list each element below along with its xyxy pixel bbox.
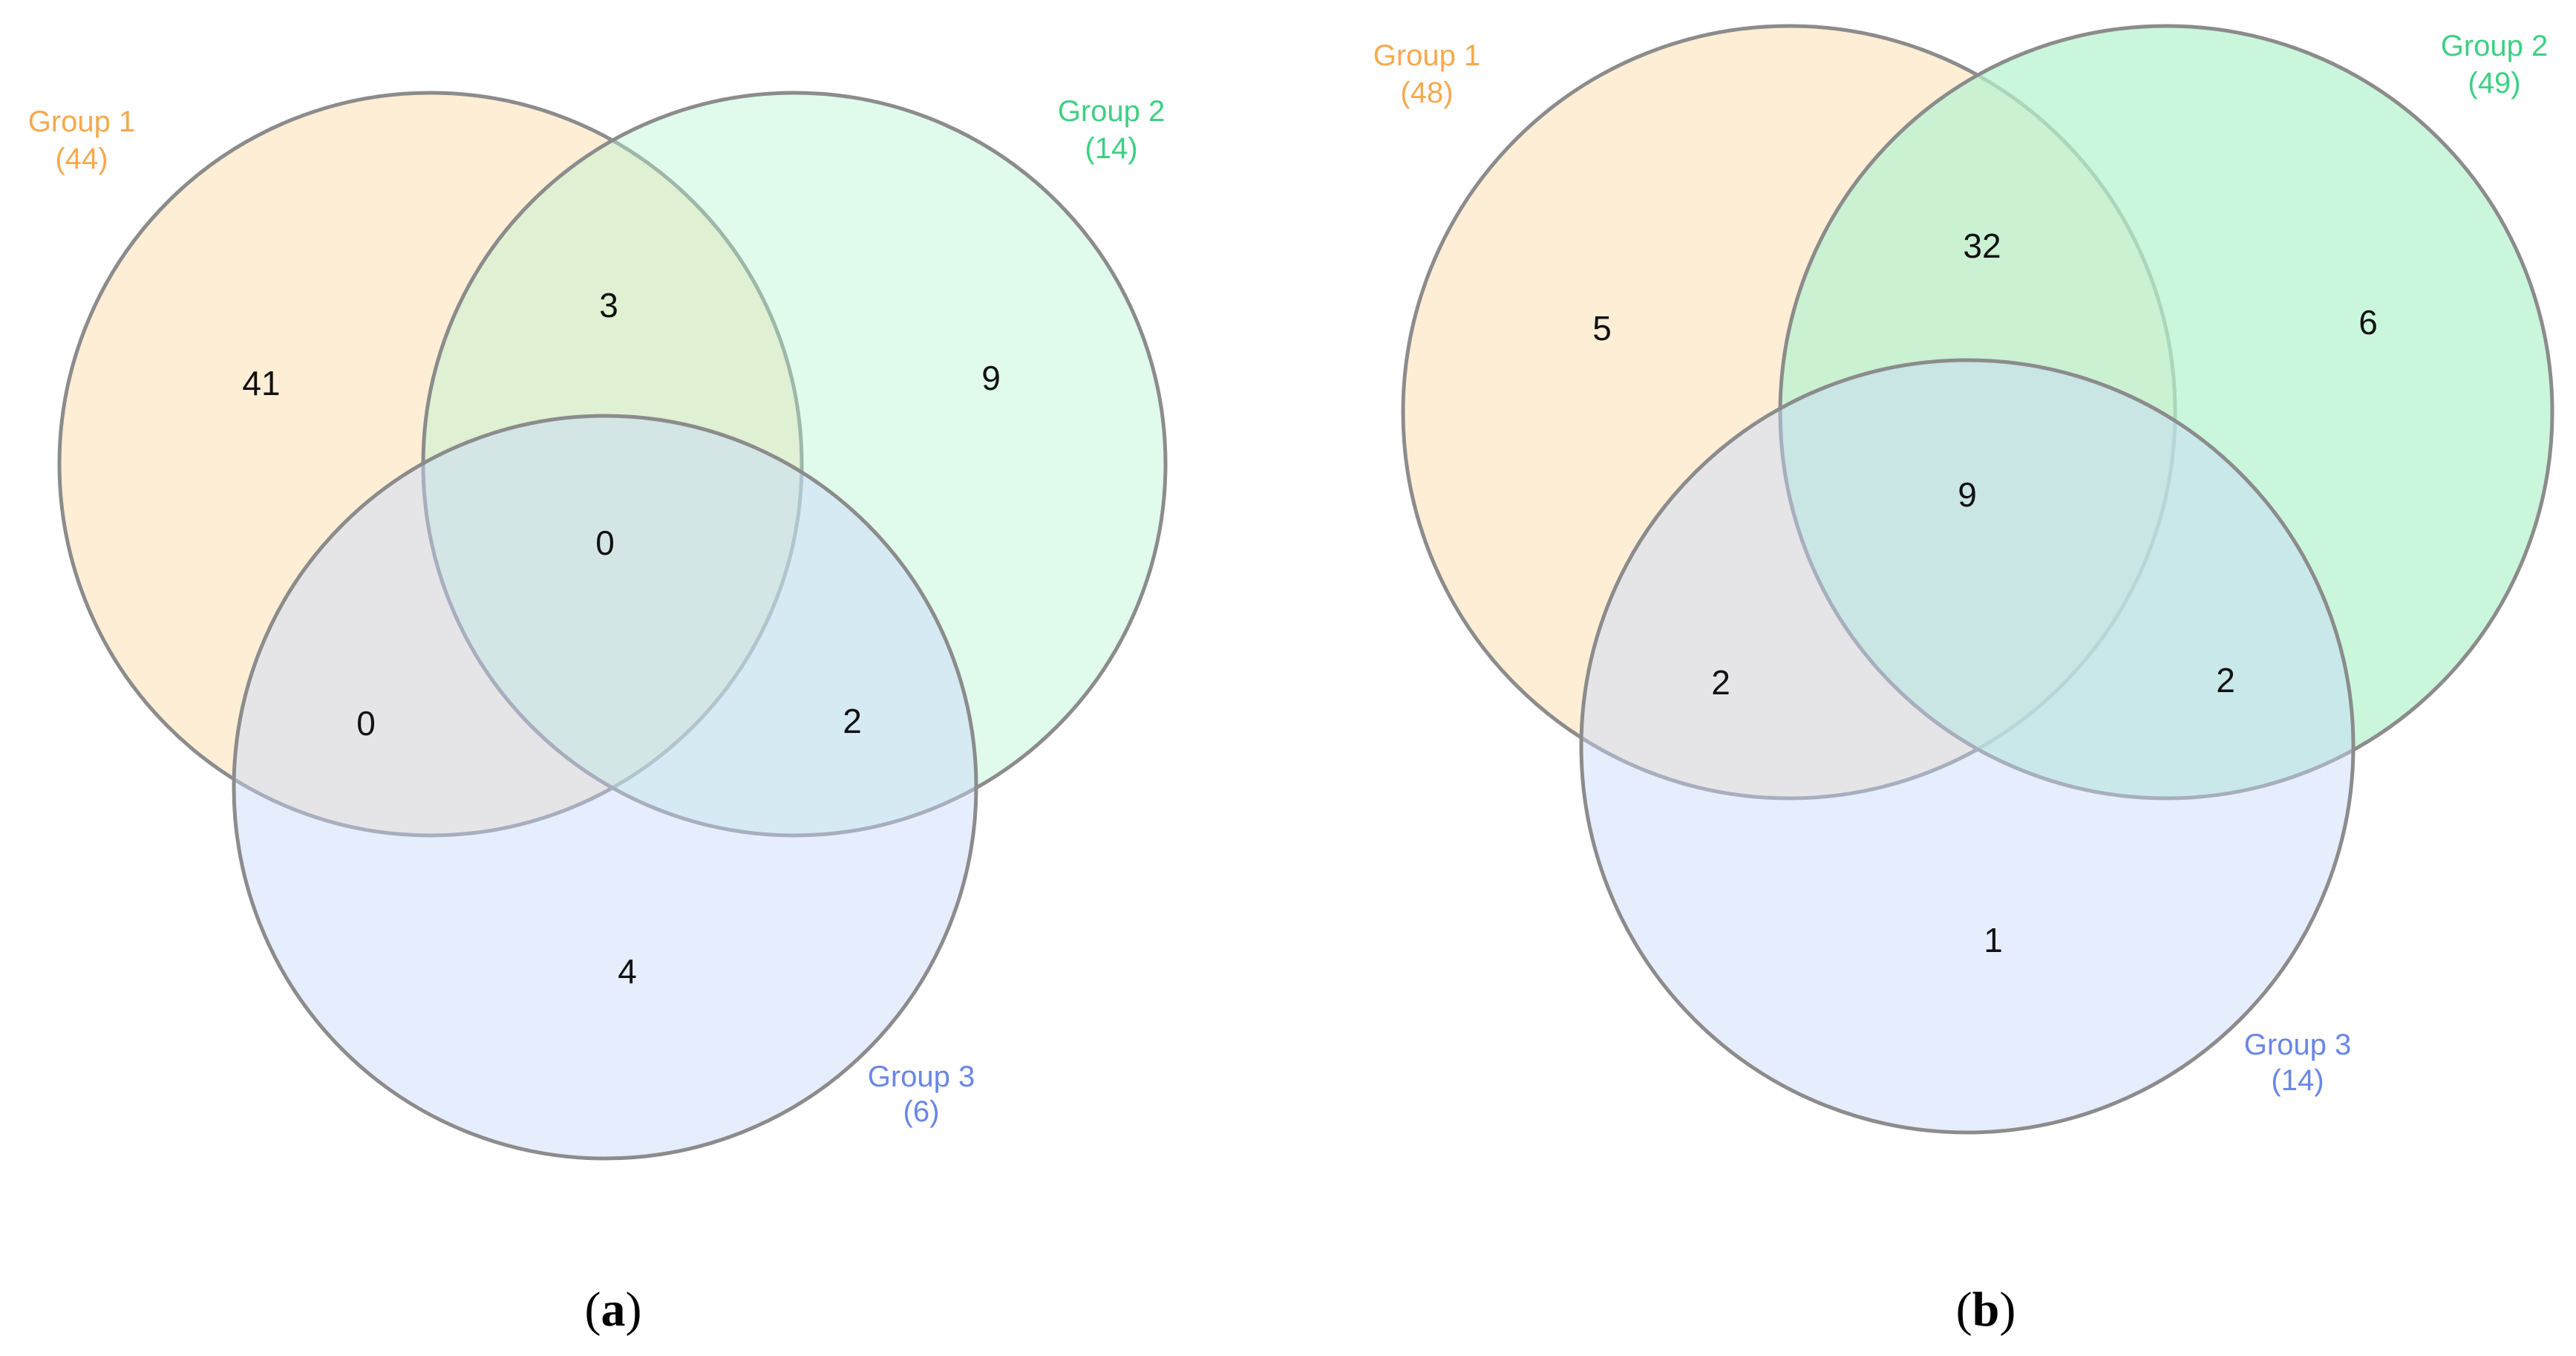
panel-a-circle-group3 bbox=[232, 414, 978, 1161]
panel-a-count-all-groups: 0 bbox=[595, 524, 615, 562]
panel-a-group2-name: Group 2 bbox=[1058, 95, 1166, 128]
panel-a-count-only-group2: 9 bbox=[981, 359, 1001, 397]
panel-b-group3-name: Group 3 bbox=[2244, 1029, 2352, 1061]
panel-b-count-only-group3: 1 bbox=[1984, 921, 2003, 959]
panel-b-group2-total: (49) bbox=[2468, 67, 2520, 100]
panel-a-caption-letter: a bbox=[601, 1282, 626, 1337]
panel-b-group1-name: Group 1 bbox=[1373, 39, 1481, 72]
panel-a-group3-name: Group 3 bbox=[868, 1060, 975, 1093]
panel-a-group2-total: (14) bbox=[1085, 132, 1137, 165]
panel-b-count-group1-group2: 32 bbox=[1963, 226, 2001, 265]
panel-b-count-group1-group3: 2 bbox=[1711, 663, 1730, 702]
panel-a-group3-total: (6) bbox=[903, 1095, 940, 1128]
panel-b-group3-total: (14) bbox=[2271, 1064, 2324, 1097]
panel-b-circle-group3 bbox=[1579, 358, 2356, 1135]
panel-a-count-group1-group2: 3 bbox=[599, 286, 618, 325]
panel-b-caption: (b) bbox=[1956, 1282, 2016, 1337]
panel-a-group1-total: (44) bbox=[55, 143, 108, 175]
panel-b-count-only-group1: 5 bbox=[1592, 309, 1612, 348]
panel-b-group2-name: Group 2 bbox=[2441, 30, 2549, 62]
panel-b-circle-group2 bbox=[1778, 24, 2554, 801]
panel-a-count-only-group1: 41 bbox=[242, 364, 280, 402]
panel-b-count-only-group2: 6 bbox=[2358, 303, 2378, 342]
panel-a-group1-name: Group 1 bbox=[28, 105, 136, 138]
panel-a-count-group1-group3: 0 bbox=[356, 704, 376, 743]
panel-b-caption-letter: b bbox=[1972, 1282, 2000, 1337]
venn-panel-a: 41 3 9 0 0 2 4 Group 1 (44) Group 2 (14)… bbox=[28, 91, 1168, 1337]
panel-b-count-group2-group3: 2 bbox=[2216, 661, 2235, 700]
panel-b-group1-total: (48) bbox=[1400, 76, 1453, 109]
panel-a-count-only-group3: 4 bbox=[618, 952, 637, 991]
panel-a-circle-group1 bbox=[57, 91, 804, 838]
panel-b-count-all-groups: 9 bbox=[1958, 475, 1977, 514]
panel-a-caption: (a) bbox=[585, 1282, 642, 1337]
panel-a-count-group2-group3: 2 bbox=[843, 702, 862, 740]
venn-panel-b: 5 32 6 9 2 2 1 Group 1 (48) Group 2 (49)… bbox=[1373, 24, 2554, 1337]
